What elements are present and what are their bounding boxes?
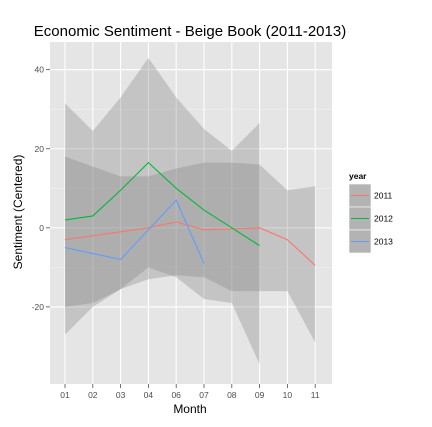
x-tick-label: 08 (227, 390, 237, 400)
y-tick-label: 20 (35, 144, 45, 154)
x-tick-label: 06 (171, 390, 181, 400)
series-lines (64, 161, 316, 266)
outer-band (65, 57, 260, 365)
chart-title: Economic Sentiment - Beige Book (2011-20… (34, 23, 346, 40)
legend: year 2011 2012 2013 (348, 171, 393, 254)
legend-label: 2012 (374, 214, 393, 224)
y-axis-title: Sentiment (Centered) (11, 155, 25, 270)
y-tick-label: -20 (32, 302, 45, 312)
x-tick-label: 04 (144, 390, 154, 400)
legend-title: year (349, 171, 367, 181)
plot-panel (50, 42, 332, 384)
y-tick-label: 0 (39, 223, 44, 233)
series-line-2012 (64, 161, 260, 247)
series-line-2013 (64, 199, 205, 264)
axis-ticks: -20 0 20 40 01 02 03 04 06 07 08 09 10 11 (32, 65, 320, 400)
confidence-bands (65, 57, 316, 365)
x-tick-label: 07 (199, 390, 209, 400)
grid-lines (50, 42, 332, 384)
y-tick-label: 40 (35, 65, 45, 75)
legend-label: 2011 (374, 191, 393, 201)
x-tick-label: 11 (311, 390, 320, 400)
x-tick-label: 01 (60, 390, 70, 400)
x-tick-label: 02 (88, 390, 98, 400)
x-tick-label: 10 (283, 390, 293, 400)
inner-band (65, 156, 316, 343)
legend-label: 2013 (374, 237, 393, 247)
x-tick-label: 09 (255, 390, 265, 400)
x-tick-label: 03 (116, 390, 126, 400)
series-line-2011 (64, 221, 316, 266)
x-axis-title: Month (173, 402, 206, 416)
